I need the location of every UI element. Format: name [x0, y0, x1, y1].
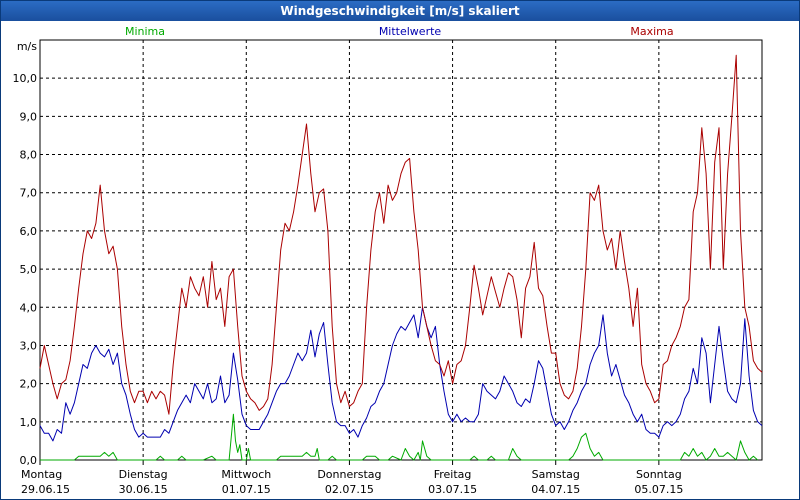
x-tick-day-label: Dienstag [119, 468, 168, 481]
legend: Minima Mittelwerte Maxima [125, 25, 674, 38]
x-tick-day-label: Mittwoch [221, 468, 271, 481]
series-lines [39, 54, 763, 461]
grid-lines [40, 40, 762, 461]
y-tick-label: 6,0 [20, 225, 38, 238]
y-tick-label: 9,0 [20, 110, 38, 123]
x-tick-date-label: 29.06.15 [21, 483, 70, 496]
y-tick-label: 4,0 [20, 301, 38, 314]
y-tick-label: 1,0 [20, 416, 38, 429]
series-line-mittelwerte [39, 306, 763, 442]
x-tick-day-label: Samstag [532, 468, 580, 481]
legend-mittelwerte: Mittelwerte [379, 25, 442, 38]
x-tick-date-label: 30.06.15 [119, 483, 168, 496]
window-title: Windgeschwindigkeit [m/s] skaliert [1, 1, 799, 21]
series-line-minima [40, 413, 759, 461]
y-tick-label: 8,0 [20, 149, 38, 162]
plot-frame [39, 39, 763, 461]
y-tick-label: 2,0 [20, 378, 38, 391]
x-tick-date-label: 02.07.15 [325, 483, 374, 496]
x-tick-date-label: 05.07.15 [634, 483, 683, 496]
y-axis-unit: m/s [17, 40, 37, 53]
y-tick-label: 7,0 [20, 187, 38, 200]
axes: 0,0 1,0 2,0 3,0 4,0 5,0 6,0 7,0 8,0 9,0 10,0 Montag… [13, 39, 763, 496]
x-tick-day-label: Freitag [434, 468, 472, 481]
x-tick-day-label: Donnerstag [317, 468, 381, 481]
series-line-maxima [39, 54, 763, 415]
x-tick-day-label: Montag [21, 468, 62, 481]
x-tick-day-label: Sonntag [636, 468, 682, 481]
y-tick-label: 10,0 [13, 72, 38, 85]
y-tick-label: 5,0 [20, 263, 38, 276]
x-tick-date-label: 04.07.15 [531, 483, 580, 496]
legend-minima: Minima [125, 25, 165, 38]
x-tick-date-label: 03.07.15 [428, 483, 477, 496]
x-tick-date-label: 01.07.15 [222, 483, 271, 496]
y-tick-label: 3,0 [20, 339, 38, 352]
legend-maxima: Maxima [630, 25, 673, 38]
y-tick-label: 0,0 [20, 454, 38, 467]
